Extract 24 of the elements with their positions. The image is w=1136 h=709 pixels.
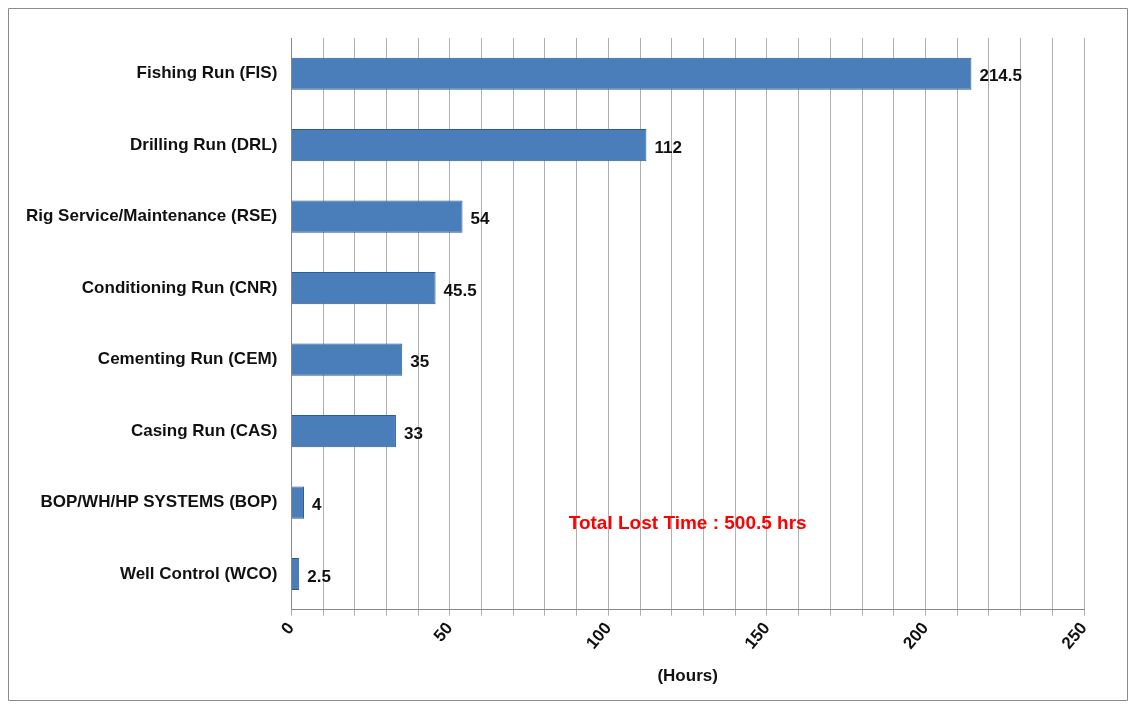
y-tick-label: Cementing Run (CEM) [97,349,278,369]
y-tick-label: Fishing Run (FIS) [136,63,278,83]
annotation: Total Lost Time : 500.5 hrs [568,512,807,534]
data-label: 35 [410,352,430,372]
x-axis-title: (Hours) [657,666,718,686]
x-tick-label: 50 [429,618,457,646]
y-tick-label: Casing Run (CAS) [130,420,278,440]
y-tick-label: Drilling Run (DRL) [129,134,278,154]
y-tick-label: BOP/WH/HP SYSTEMS (BOP) [40,492,278,512]
data-label: 45.5 [443,280,477,300]
x-tick-label: 250 [1057,618,1091,653]
x-tick-label: 200 [899,618,933,653]
y-tick-label: Well Control (WCO) [119,563,278,583]
data-label: 4 [311,495,322,515]
x-tick-label: 0 [277,618,298,639]
data-label: 2.5 [307,566,331,586]
x-tick-label: 100 [582,618,616,653]
data-label: 214.5 [979,66,1022,86]
data-label: 33 [403,423,423,443]
y-tick-label: Conditioning Run (CNR) [81,277,278,297]
data-label: 54 [470,209,490,229]
data-label: 112 [654,137,682,157]
y-tick-label: Rig Service/Maintenance (RSE) [25,206,278,226]
x-tick-label: 150 [740,618,774,653]
